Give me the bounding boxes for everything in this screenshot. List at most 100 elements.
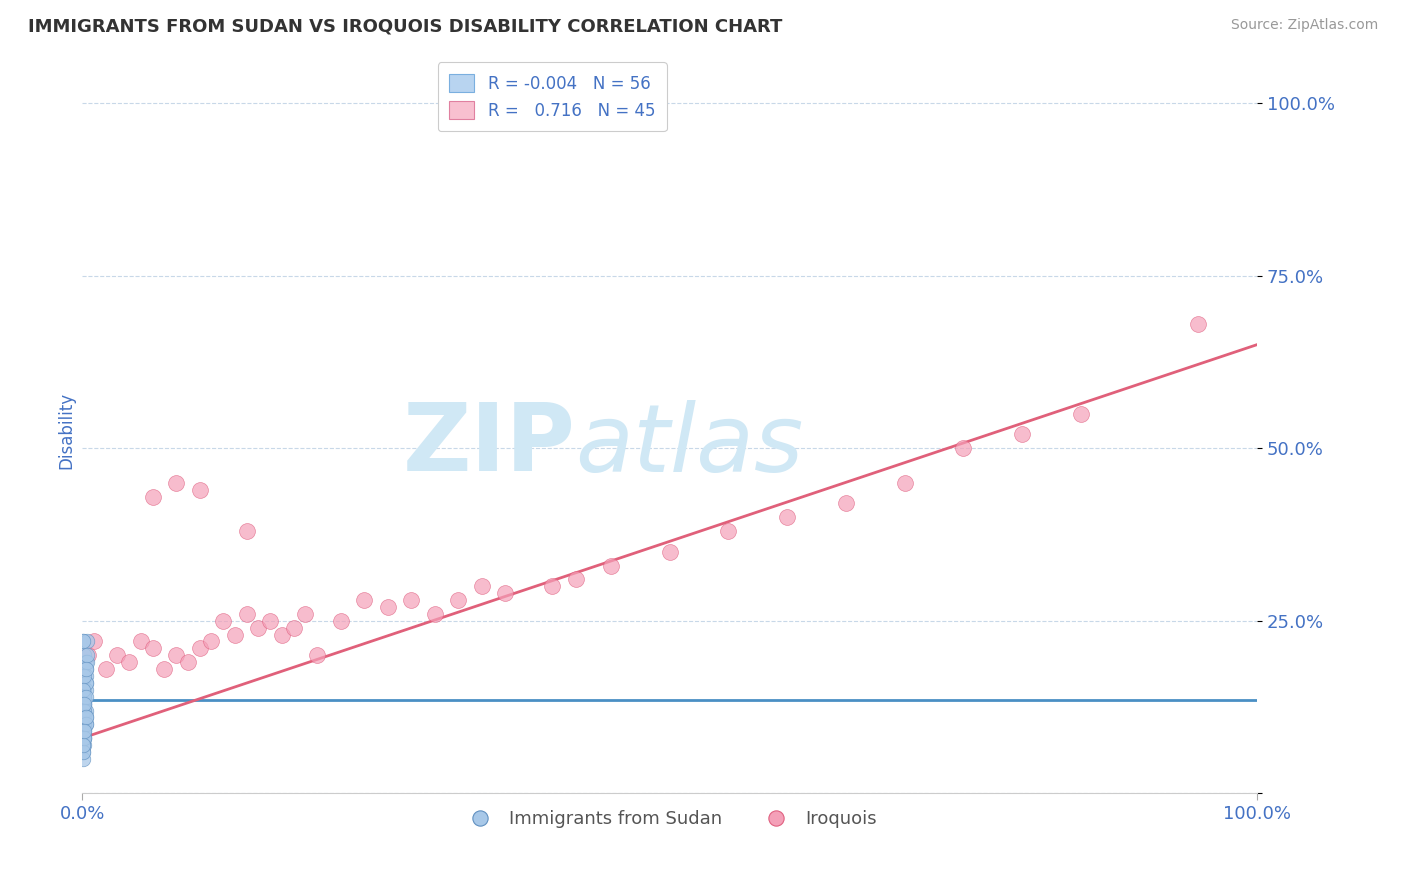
Point [105, 648, 128, 663]
Point [73, 648, 96, 663]
Point [658, 545, 681, 559]
Point [72, 724, 94, 739]
Point [72, 745, 94, 759]
Point [494, 586, 516, 600]
Point [835, 496, 858, 510]
Point [72, 634, 94, 648]
Point [94, 662, 117, 676]
Point [72, 752, 94, 766]
Y-axis label: Disability: Disability [58, 392, 75, 469]
Point [75, 717, 97, 731]
Point [72, 697, 94, 711]
Point [75, 655, 97, 669]
Point [776, 510, 799, 524]
Point [247, 621, 270, 635]
Point [72, 738, 94, 752]
Point [77, 648, 100, 663]
Point [270, 627, 292, 641]
Point [599, 558, 621, 573]
Legend: Immigrants from Sudan, Iroquois: Immigrants from Sudan, Iroquois [456, 803, 884, 835]
Point [294, 607, 316, 621]
Point [75, 662, 97, 676]
Point [377, 599, 399, 614]
Point [717, 524, 740, 538]
Point [83, 634, 105, 648]
Text: Source: ZipAtlas.com: Source: ZipAtlas.com [1230, 18, 1378, 32]
Point [224, 627, 246, 641]
Point [259, 614, 281, 628]
Text: IMMIGRANTS FROM SUDAN VS IROQUOIS DISABILITY CORRELATION CHART: IMMIGRANTS FROM SUDAN VS IROQUOIS DISABI… [28, 18, 783, 36]
Point [471, 579, 494, 593]
Point [72, 717, 94, 731]
Text: atlas: atlas [575, 400, 804, 491]
Point [73, 690, 96, 704]
Point [72, 697, 94, 711]
Point [142, 641, 165, 656]
Point [129, 634, 152, 648]
Point [200, 634, 222, 648]
Point [72, 724, 94, 739]
Point [399, 593, 422, 607]
Point [72, 710, 94, 724]
Point [75, 704, 97, 718]
Point [73, 717, 96, 731]
Point [541, 579, 564, 593]
Point [76, 655, 98, 669]
Point [73, 697, 96, 711]
Point [75, 662, 97, 676]
Point [72, 634, 94, 648]
Point [75, 717, 97, 731]
Point [72, 710, 94, 724]
Point [72, 690, 94, 704]
Point [72, 738, 94, 752]
Point [118, 655, 141, 669]
Point [72, 676, 94, 690]
Point [73, 724, 96, 739]
Point [447, 593, 470, 607]
Point [188, 483, 211, 497]
Point [73, 704, 96, 718]
Point [952, 441, 974, 455]
Point [1070, 407, 1092, 421]
Point [75, 669, 97, 683]
Point [73, 690, 96, 704]
Point [142, 490, 165, 504]
Point [423, 607, 446, 621]
Point [76, 648, 98, 663]
Point [72, 682, 94, 697]
Point [72, 731, 94, 745]
Point [1187, 317, 1209, 331]
Point [235, 524, 257, 538]
Point [75, 710, 97, 724]
Point [72, 662, 94, 676]
Point [75, 682, 97, 697]
Point [564, 572, 586, 586]
Point [307, 648, 329, 663]
Point [72, 745, 94, 759]
Point [73, 738, 96, 752]
Point [73, 724, 96, 739]
Point [329, 614, 352, 628]
Point [177, 655, 200, 669]
Point [73, 697, 96, 711]
Text: ZIP: ZIP [402, 400, 575, 491]
Point [73, 731, 96, 745]
Point [73, 704, 96, 718]
Point [75, 676, 97, 690]
Point [212, 614, 235, 628]
Point [73, 710, 96, 724]
Point [72, 704, 94, 718]
Point [73, 697, 96, 711]
Point [76, 634, 98, 648]
Point [893, 475, 915, 490]
Point [165, 475, 187, 490]
Point [165, 648, 187, 663]
Point [73, 669, 96, 683]
Point [73, 669, 96, 683]
Point [353, 593, 375, 607]
Point [1011, 427, 1033, 442]
Point [153, 662, 176, 676]
Point [73, 731, 96, 745]
Point [75, 676, 97, 690]
Point [73, 682, 96, 697]
